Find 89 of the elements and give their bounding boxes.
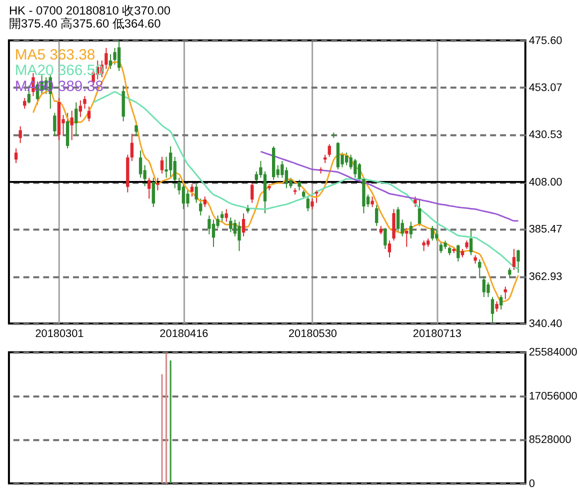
candlestick: [354, 158, 357, 178]
x-tick-label: 20180416: [160, 328, 208, 340]
candlestick: [512, 248, 516, 270]
candlestick: [130, 133, 134, 162]
candlestick: [486, 282, 490, 298]
candlestick: [418, 198, 422, 226]
candlestick: [370, 196, 374, 208]
candlestick: [396, 206, 400, 233]
candlestick: [18, 126, 22, 144]
y-tick-label: 475.60: [528, 34, 562, 47]
candlestick: [182, 181, 186, 210]
candlestick: [298, 179, 301, 191]
candlestick: [229, 217, 232, 233]
candlestick: [344, 152, 348, 166]
y-tick-label: 430.53: [528, 129, 562, 142]
candlestick: [194, 184, 198, 204]
candlestick: [349, 154, 352, 170]
chart-subtitle: 開375.40 高375.60 低364.60: [8, 16, 162, 31]
y-tick-label: 385.47: [528, 224, 562, 236]
candlestick: [328, 144, 331, 158]
candlestick: [190, 184, 194, 198]
y-tick-label: 340.40: [528, 318, 562, 330]
candlestick: [173, 156, 176, 189]
candlestick: [156, 177, 160, 191]
candlestick: [53, 112, 56, 136]
candlestick: [186, 190, 190, 208]
candlestick: [78, 100, 82, 118]
candlestick: [439, 242, 443, 254]
candlestick: [478, 258, 482, 279]
candlestick: [310, 198, 314, 210]
y-tick-label: 362.93: [528, 270, 562, 283]
candlestick: [388, 240, 392, 258]
candlestick: [306, 196, 310, 212]
candlestick: [70, 110, 74, 141]
candlestick: [456, 244, 460, 262]
candlestick: [504, 286, 507, 300]
candlestick: [384, 227, 387, 250]
candlestick: [117, 40, 121, 72]
x-tick-label: 20180301: [35, 328, 84, 340]
candlestick: [254, 170, 258, 185]
candlestick: [108, 54, 112, 70]
candlestick: [284, 166, 288, 189]
y-tick-label: 8528000: [528, 434, 572, 446]
candlestick: [490, 296, 494, 323]
candlestick: [238, 221, 241, 252]
series-label: MA5 363.38: [14, 47, 96, 64]
candlestick: [508, 267, 512, 279]
y-tick-label: 17056000: [528, 390, 578, 402]
candlestick: [74, 102, 78, 136]
candlestick: [14, 148, 18, 164]
y-tick-label: 453.07: [528, 82, 562, 94]
candlestick: [83, 96, 86, 110]
chart-title: HK - 0700 20180810 收370.00: [8, 4, 171, 18]
candlestick: [482, 276, 486, 298]
candlestick: [516, 249, 520, 274]
y-tick-label: 0: [528, 478, 535, 490]
candlestick: [495, 300, 498, 312]
line-series: [92, 91, 519, 270]
candlestick: [152, 177, 155, 208]
candlestick: [113, 47, 116, 66]
candlestick: [208, 214, 211, 235]
y-tick-label: 25584000: [528, 346, 578, 359]
candlestick: [87, 106, 91, 122]
candlestick: [164, 156, 168, 178]
candlestick: [203, 196, 206, 208]
candlestick: [160, 156, 164, 174]
candlestick: [405, 227, 408, 248]
candlestick: [414, 196, 417, 208]
x-tick-label: 20180530: [288, 328, 337, 340]
x-tick-label: 20180713: [412, 328, 462, 340]
candlestick: [469, 230, 473, 256]
candlestick: [212, 219, 216, 248]
candlestick: [104, 47, 108, 70]
candlestick: [168, 146, 172, 178]
candlestick: [233, 219, 237, 237]
candlestick: [220, 210, 224, 222]
candlestick: [148, 177, 151, 200]
line-series: [260, 150, 519, 222]
candlestick: [250, 181, 254, 204]
candlestick: [375, 204, 378, 226]
candlestick: [499, 294, 503, 310]
candlestick: [242, 212, 246, 237]
candlestick: [422, 240, 426, 252]
y-tick-label: 408.00: [528, 176, 562, 188]
candlestick: [409, 221, 413, 239]
candlestick: [199, 198, 202, 216]
candlestick: [138, 150, 142, 178]
candlestick: [435, 230, 438, 242]
candlestick: [224, 208, 228, 222]
